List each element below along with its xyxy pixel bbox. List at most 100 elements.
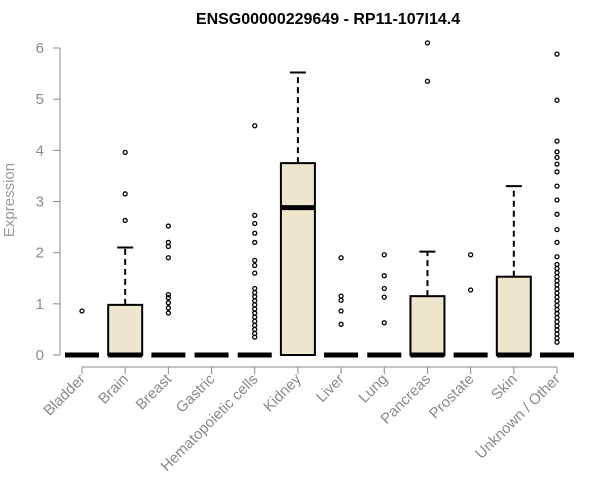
outlier-point: [165, 291, 172, 298]
outlier-point: [79, 308, 85, 314]
outlier-point: [424, 78, 431, 84]
outlier-point: [554, 183, 560, 189]
outlier-point: [424, 40, 431, 46]
outlier-point: [165, 239, 172, 246]
outlier-point: [554, 226, 560, 233]
outlier-point: [467, 252, 474, 258]
outlier-point: [165, 305, 172, 311]
outlier-point: [252, 302, 258, 308]
outlier-point: [252, 318, 258, 324]
outlier-point: [252, 314, 258, 320]
x-tick-label: Brain: [95, 371, 132, 408]
x-tick-label: Prostate: [426, 371, 478, 423]
outlier-point: [252, 230, 258, 236]
outlier-point: [338, 308, 344, 314]
box-group: [409, 40, 446, 358]
outlier-point: [554, 335, 560, 341]
x-tick-label: Lung: [355, 371, 391, 407]
box-group: [495, 185, 532, 358]
outlier-point: [252, 326, 258, 333]
outlier-point: [252, 285, 258, 292]
x-tick-label: Breast: [133, 370, 176, 413]
outlier-point: [252, 298, 258, 304]
box-group: [107, 149, 144, 358]
box-group: [324, 255, 359, 358]
outlier-point: [122, 191, 128, 197]
box-group: [279, 71, 316, 356]
outlier-point: [554, 339, 560, 345]
outlier-point: [554, 197, 560, 203]
outlier-point: [122, 217, 128, 224]
y-tick-label: 3: [36, 194, 44, 211]
box-iqr: [409, 295, 446, 356]
outlier-point: [252, 123, 258, 129]
outlier-point: [381, 320, 387, 326]
box-group: [540, 51, 574, 358]
x-tick-label: Bladder: [40, 371, 89, 420]
box-group: [367, 252, 402, 358]
box-group: [453, 252, 488, 358]
outlier-point: [554, 298, 560, 304]
box-iqr: [107, 303, 144, 356]
outlier-point: [252, 220, 258, 227]
outlier-point: [554, 306, 560, 313]
outlier-point: [554, 261, 560, 268]
outlier-point: [554, 314, 560, 321]
outlier-point: [554, 286, 560, 292]
outlier-point: [554, 211, 560, 217]
outlier-point: [252, 239, 258, 246]
outlier-point: [165, 300, 172, 306]
outlier-point: [338, 321, 344, 327]
outlier-point: [165, 255, 172, 261]
outlier-point: [554, 97, 560, 103]
outlier-point: [165, 310, 172, 316]
outlier-point: [554, 282, 560, 288]
outlier-point: [554, 331, 560, 337]
outlier-point: [252, 306, 258, 312]
outlier-point: [252, 294, 258, 300]
outlier-point: [554, 154, 560, 161]
box-group: [237, 123, 272, 358]
outlier-point: [252, 310, 258, 316]
outlier-point: [338, 255, 344, 261]
y-tick-label: 2: [36, 245, 44, 262]
x-tick-label: Skin: [488, 371, 521, 404]
outlier-point: [381, 294, 387, 300]
outlier-point: [554, 149, 560, 155]
outlier-point: [252, 322, 258, 328]
outlier-point: [554, 239, 560, 246]
y-axis-label: Expression: [1, 163, 18, 237]
outlier-point: [554, 290, 560, 296]
box-group: [65, 308, 99, 358]
chart-title: ENSG00000229649 - RP11-107I14.4: [196, 11, 460, 28]
outlier-point: [252, 262, 258, 269]
outlier-point: [554, 161, 560, 167]
outlier-point: [554, 269, 560, 276]
outlier-point: [252, 257, 258, 263]
outlier-point: [338, 297, 344, 303]
box-series: [65, 40, 574, 358]
outlier-point: [165, 243, 172, 250]
outlier-point: [554, 138, 560, 144]
outlier-point: [554, 51, 560, 57]
outlier-point: [554, 310, 560, 317]
x-tick-label: Kidney: [260, 370, 305, 415]
outlier-point: [554, 294, 560, 300]
outlier-point: [338, 293, 344, 299]
outlier-point: [252, 212, 258, 218]
outlier-point: [554, 327, 560, 333]
y-tick-label: 0: [36, 347, 44, 364]
outlier-point: [381, 285, 387, 292]
outlier-point: [467, 287, 474, 293]
outlier-point: [252, 270, 258, 276]
outlier-point: [554, 169, 560, 175]
box-group: [151, 223, 186, 358]
y-tick-label: 6: [36, 40, 44, 57]
outlier-point: [554, 319, 560, 325]
y-tick-label: 5: [36, 91, 44, 108]
outlier-point: [554, 265, 560, 272]
outlier-point: [554, 274, 560, 280]
outlier-point: [165, 223, 172, 229]
